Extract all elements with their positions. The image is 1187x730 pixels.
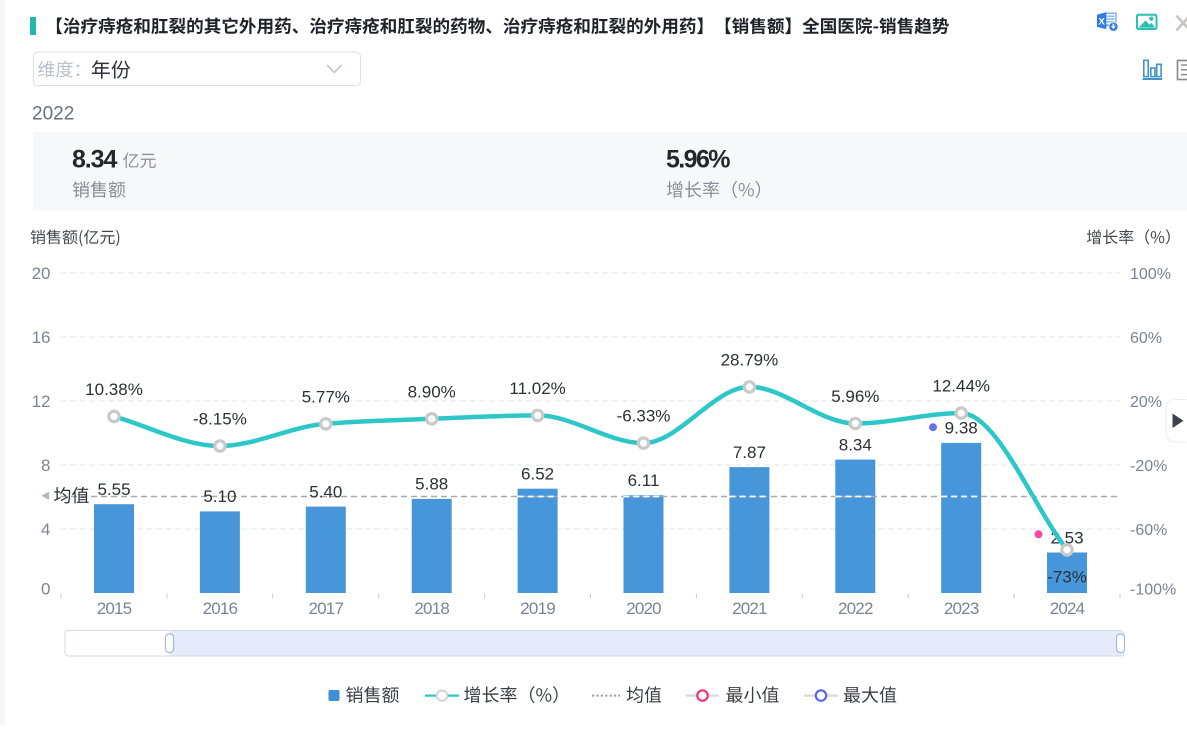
svg-text:12.44%: 12.44%	[932, 377, 990, 396]
svg-text:2022: 2022	[32, 104, 74, 125]
svg-text:-20%: -20%	[1130, 458, 1167, 475]
svg-text:8: 8	[41, 456, 50, 475]
svg-text:8.90%: 8.90%	[408, 382, 456, 401]
svg-text:28.79%: 28.79%	[721, 350, 779, 369]
svg-text:2022: 2022	[838, 599, 873, 618]
svg-text:2020: 2020	[626, 599, 661, 618]
svg-text:-100%: -100%	[1130, 582, 1176, 599]
svg-text:10.38%: 10.38%	[85, 380, 143, 399]
svg-text:5.40: 5.40	[309, 482, 342, 501]
svg-text:9.38: 9.38	[945, 419, 978, 438]
svg-text:-73%: -73%	[1047, 568, 1087, 587]
svg-text:2024: 2024	[1050, 599, 1085, 618]
svg-text:2019: 2019	[520, 599, 555, 618]
svg-text:7.87: 7.87	[733, 443, 766, 462]
svg-text:8.34: 8.34	[72, 146, 117, 174]
svg-text:-8.15%: -8.15%	[193, 410, 247, 429]
svg-text:20: 20	[32, 264, 51, 283]
svg-text:8.34: 8.34	[839, 435, 872, 454]
svg-text:5.96%: 5.96%	[666, 146, 730, 174]
svg-text:2018: 2018	[414, 599, 449, 618]
svg-text:-60%: -60%	[1130, 522, 1167, 539]
svg-text:5.55: 5.55	[97, 480, 130, 499]
svg-text:2023: 2023	[944, 599, 979, 618]
svg-text:11.02%: 11.02%	[509, 379, 565, 398]
svg-text:20%: 20%	[1130, 394, 1162, 411]
svg-text:5.88: 5.88	[415, 475, 448, 494]
svg-text:-6.33%: -6.33%	[617, 407, 671, 426]
svg-text:2015: 2015	[97, 599, 132, 618]
svg-text:4: 4	[41, 520, 50, 539]
svg-text:6.11: 6.11	[628, 471, 660, 490]
svg-text:12: 12	[32, 392, 51, 411]
svg-text:X: X	[1099, 17, 1106, 28]
svg-text:2021: 2021	[732, 599, 767, 618]
svg-text:16: 16	[32, 328, 51, 347]
svg-text:60%: 60%	[1130, 330, 1162, 347]
svg-text:5.10: 5.10	[203, 487, 236, 506]
svg-text:0: 0	[41, 580, 50, 599]
svg-text:5.96%: 5.96%	[831, 387, 879, 406]
svg-text:5.77%: 5.77%	[302, 387, 350, 406]
svg-text:100%: 100%	[1130, 266, 1171, 283]
svg-text:2017: 2017	[308, 599, 343, 618]
svg-text:2016: 2016	[203, 599, 238, 618]
svg-text:6.52: 6.52	[521, 465, 554, 484]
